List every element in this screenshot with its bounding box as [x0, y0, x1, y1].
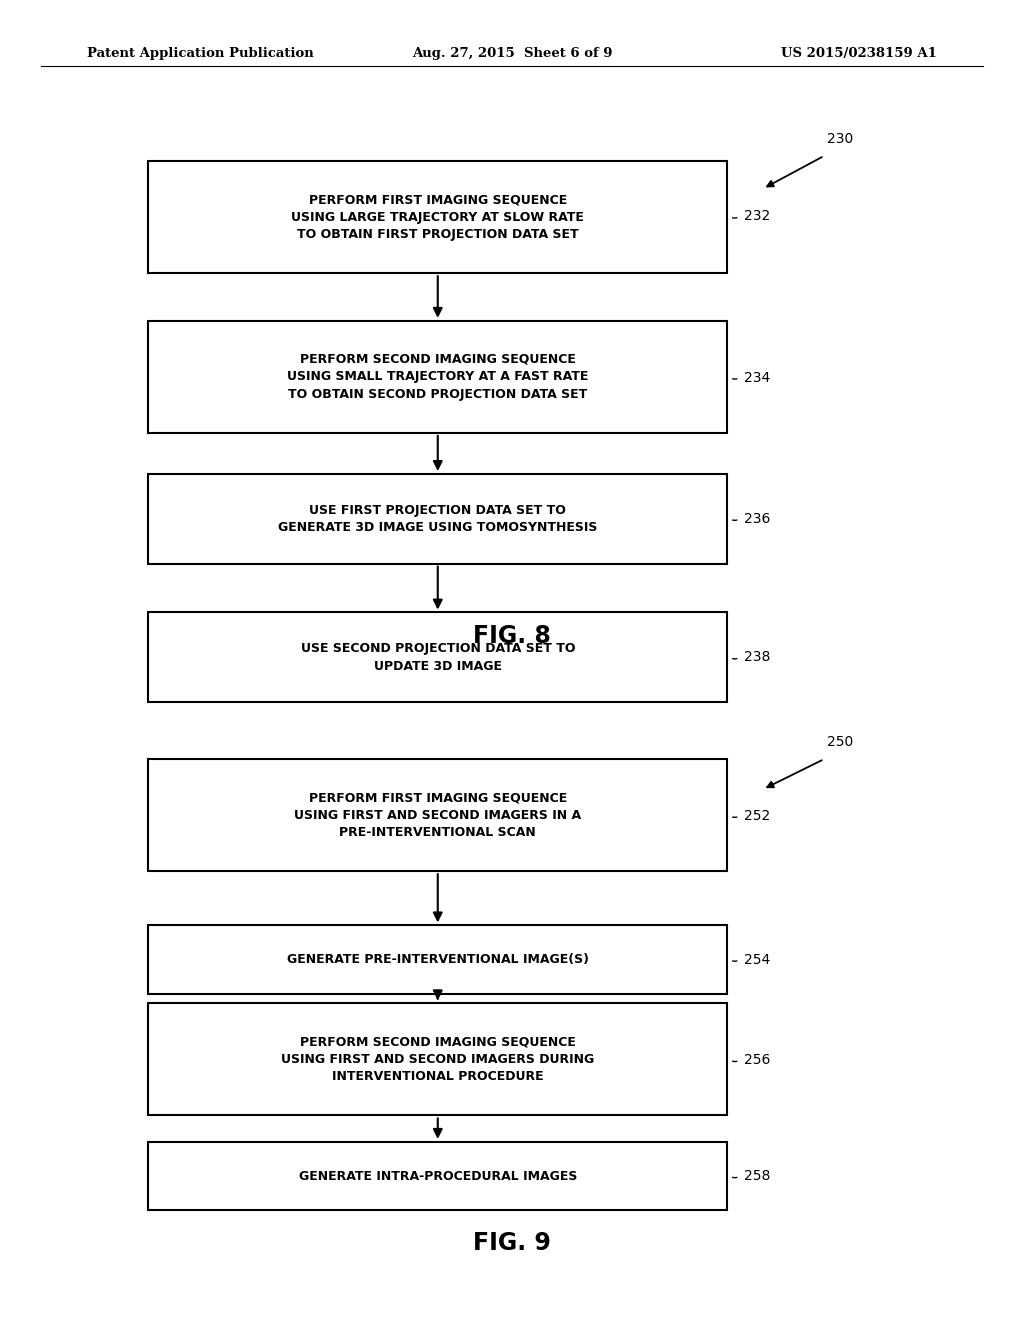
- Bar: [148, 925, 727, 994]
- Bar: [148, 612, 727, 702]
- Text: 230: 230: [826, 132, 853, 145]
- Text: 238: 238: [744, 651, 771, 664]
- Text: 256: 256: [744, 1053, 771, 1067]
- Text: FIG. 9: FIG. 9: [473, 1232, 551, 1255]
- Text: USE FIRST PROJECTION DATA SET TO
GENERATE 3D IMAGE USING TOMOSYNTHESIS: USE FIRST PROJECTION DATA SET TO GENERAT…: [279, 503, 597, 535]
- Text: 250: 250: [826, 735, 853, 748]
- Text: 254: 254: [744, 953, 771, 966]
- Text: PERFORM SECOND IMAGING SEQUENCE
USING FIRST AND SECOND IMAGERS DURING
INTERVENTI: PERFORM SECOND IMAGING SEQUENCE USING FI…: [282, 1035, 594, 1084]
- Text: Patent Application Publication: Patent Application Publication: [87, 48, 313, 59]
- Bar: [148, 1003, 727, 1115]
- Text: 232: 232: [744, 210, 771, 223]
- Text: 234: 234: [744, 371, 771, 384]
- Text: USE SECOND PROJECTION DATA SET TO
UPDATE 3D IMAGE: USE SECOND PROJECTION DATA SET TO UPDATE…: [300, 642, 575, 673]
- Text: 236: 236: [744, 512, 771, 525]
- Bar: [148, 161, 727, 273]
- Text: GENERATE PRE-INTERVENTIONAL IMAGE(S): GENERATE PRE-INTERVENTIONAL IMAGE(S): [287, 953, 589, 966]
- Text: PERFORM SECOND IMAGING SEQUENCE
USING SMALL TRAJECTORY AT A FAST RATE
TO OBTAIN : PERFORM SECOND IMAGING SEQUENCE USING SM…: [287, 352, 589, 401]
- Text: 252: 252: [744, 809, 771, 822]
- Bar: [148, 759, 727, 871]
- Text: PERFORM FIRST IMAGING SEQUENCE
USING FIRST AND SECOND IMAGERS IN A
PRE-INTERVENT: PERFORM FIRST IMAGING SEQUENCE USING FIR…: [294, 791, 582, 840]
- Text: FIG. 8: FIG. 8: [473, 623, 551, 648]
- Bar: [148, 1142, 727, 1210]
- Bar: [148, 474, 727, 564]
- Text: US 2015/0238159 A1: US 2015/0238159 A1: [781, 48, 937, 59]
- Text: PERFORM FIRST IMAGING SEQUENCE
USING LARGE TRAJECTORY AT SLOW RATE
TO OBTAIN FIR: PERFORM FIRST IMAGING SEQUENCE USING LAR…: [291, 193, 585, 242]
- Bar: [148, 321, 727, 433]
- Text: GENERATE INTRA-PROCEDURAL IMAGES: GENERATE INTRA-PROCEDURAL IMAGES: [299, 1170, 577, 1183]
- Text: 258: 258: [744, 1170, 771, 1183]
- Text: Aug. 27, 2015  Sheet 6 of 9: Aug. 27, 2015 Sheet 6 of 9: [412, 48, 612, 59]
